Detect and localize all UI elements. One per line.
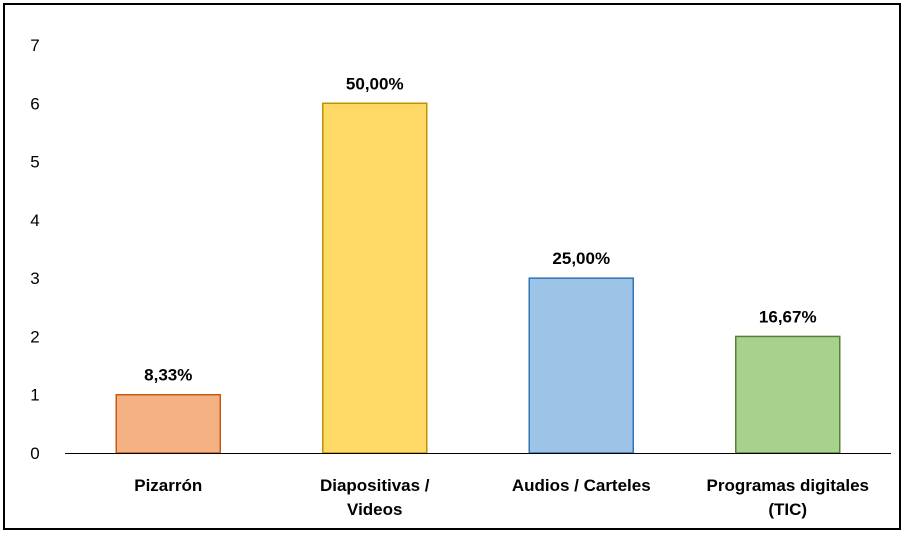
category-label: Diapositivas / Videos <box>320 476 430 519</box>
y-tick-label: 2 <box>30 327 39 346</box>
bar-chart: 0 1 2 3 4 5 6 7 8,33% 50,00% 25,00% 16,67% Pizarró… <box>30 36 891 519</box>
y-tick-label: 6 <box>30 94 39 113</box>
y-axis-ticks: 0 1 2 3 4 5 6 7 <box>30 36 39 463</box>
category-label: Audios / Carteles <box>512 476 651 495</box>
data-label: 25,00% <box>552 249 610 268</box>
data-label: 8,33% <box>144 366 192 385</box>
bars <box>115 102 841 454</box>
chart-frame: 0 1 2 3 4 5 6 7 8,33% 50,00% 25,00% 16,67% Pizarró… <box>3 3 901 530</box>
y-tick-label: 0 <box>30 444 39 463</box>
y-tick-label: 4 <box>30 211 39 230</box>
category-label: Programas digitales (TIC) <box>706 476 869 519</box>
bar <box>528 277 634 454</box>
bar <box>322 102 428 454</box>
data-labels: 8,33% 50,00% 25,00% 16,67% <box>144 74 816 384</box>
y-tick-label: 7 <box>30 36 39 55</box>
bar <box>115 393 221 454</box>
y-tick-label: 1 <box>30 386 39 405</box>
bar <box>735 335 841 454</box>
data-label: 16,67% <box>759 307 817 326</box>
y-tick-label: 3 <box>30 269 39 288</box>
category-label: Pizarrón <box>134 476 202 495</box>
y-tick-label: 5 <box>30 153 39 172</box>
category-labels: Pizarrón Diapositivas / Videos Audios / Car… <box>134 476 869 519</box>
data-label: 50,00% <box>346 74 404 93</box>
